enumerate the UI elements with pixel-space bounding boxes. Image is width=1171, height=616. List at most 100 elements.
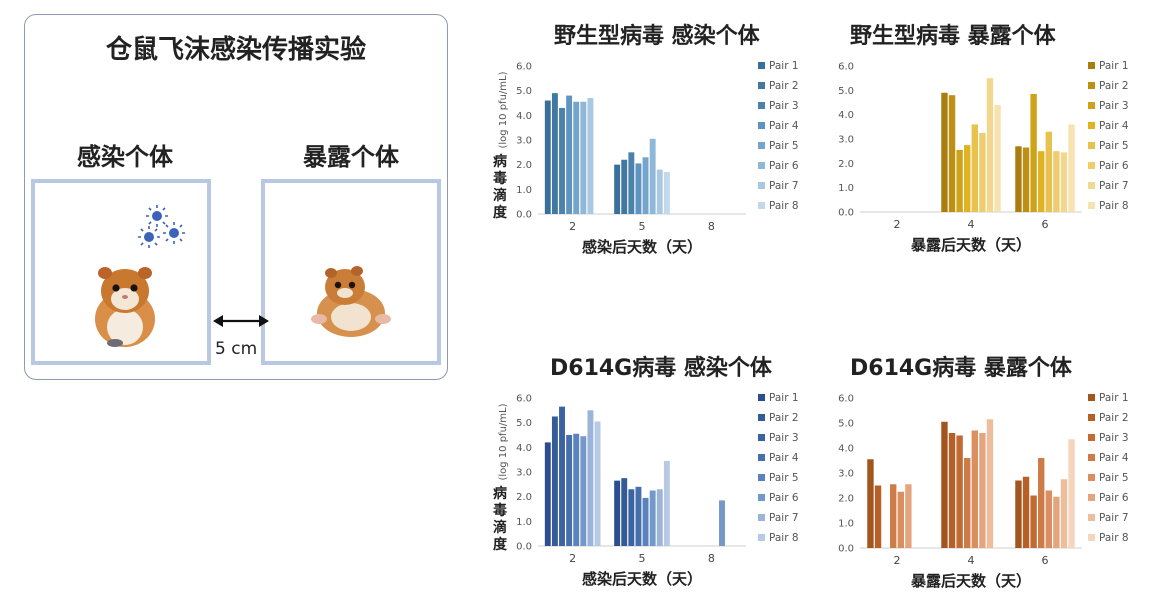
x-tick-label: 6 (1042, 218, 1049, 231)
legend-swatch (758, 514, 765, 521)
y-tick-label: 1.0 (516, 185, 532, 196)
bar-pair-6-day-2 (905, 484, 912, 548)
legend-label: Pair 5 (1099, 472, 1129, 484)
legend-swatch (1088, 394, 1095, 401)
y-tick-label: 3.0 (516, 136, 532, 147)
legend-label: Pair 4 (769, 452, 799, 464)
legend-swatch (1088, 62, 1095, 69)
bar-pair-6-day-8 (719, 500, 725, 546)
legend-label: Pair 7 (769, 180, 799, 192)
x-tick-label: 2 (569, 552, 576, 565)
y-axis-label-char: 度 (493, 204, 508, 221)
legend-label: Pair 8 (1099, 532, 1129, 544)
bar-pair-8-day-5 (663, 460, 670, 546)
bar-pair-1-day-4 (941, 421, 948, 548)
bar-pair-4-day-2 (566, 435, 573, 546)
bar-pair-6-day-6 (1053, 496, 1060, 548)
bar-pair-3-day-2 (559, 107, 565, 214)
diagram-title: 仓鼠飞沫感染传播实验 (105, 35, 366, 65)
x-tick-label: 2 (894, 554, 901, 567)
y-axis-label-char: 毒 (493, 170, 507, 187)
y-axis-unit-label: (log 10 pfu/mL) (498, 71, 509, 148)
bar-pair-6-day-5 (649, 490, 656, 546)
chart-wt-infected: 野生型病毒 感染个体 6.0 5.0 4.0 3.0 2.0 1.0 0.0 2 5 8 感染后天数… (488, 16, 818, 266)
legend-label: Pair 6 (1099, 492, 1129, 504)
legend-label: Pair 3 (1099, 432, 1129, 444)
bar-pair-2-day-2 (551, 93, 558, 214)
bar-pair-3-day-4 (956, 149, 963, 212)
y-tick-label: 2.0 (838, 494, 854, 505)
legend-swatch (758, 142, 765, 149)
y-tick-label: 0.0 (838, 544, 854, 555)
y-axis-label-char: 毒 (493, 502, 507, 519)
bar-pair-8-day-6 (1068, 124, 1075, 212)
bar-pair-4-day-2 (890, 484, 897, 548)
hamster-infected-icon (95, 267, 155, 347)
legend-swatch (758, 202, 765, 209)
bar-pair-4-day-4 (964, 145, 971, 212)
y-tick-label: 4.0 (516, 443, 532, 454)
bar-pair-4-day-6 (1038, 151, 1045, 212)
experiment-diagram: 仓鼠飞沫感染传播实验 感染个体 暴露个体 (24, 14, 448, 380)
legend-label: Pair 8 (1099, 200, 1129, 212)
x-tick-label: 5 (639, 220, 646, 233)
legend-label: Pair 5 (769, 472, 799, 484)
y-tick-label: 3.0 (838, 469, 854, 480)
legend-swatch (758, 62, 765, 69)
legend-label: Pair 7 (769, 512, 799, 524)
y-tick-label: 4.0 (838, 444, 854, 455)
bar-pair-7-day-6 (1060, 152, 1068, 212)
legend-label: Pair 1 (1099, 60, 1129, 72)
legend-label: Pair 7 (1099, 180, 1129, 192)
bar-pair-2-day-4 (948, 95, 956, 212)
legend-swatch (1088, 162, 1095, 169)
bar-pair-5-day-6 (1045, 490, 1052, 548)
bar-pair-1-day-6 (1015, 480, 1022, 548)
bar-pair-4-day-2 (566, 95, 573, 214)
y-tick-label: 0.0 (838, 208, 854, 219)
hamster-exposed-icon (311, 266, 391, 337)
legend-label: Pair 6 (1099, 160, 1129, 172)
y-tick-label: 1.0 (838, 519, 854, 530)
legend-swatch (1088, 454, 1095, 461)
exposed-cage (261, 179, 441, 365)
bar-pair-6-day-2 (580, 436, 587, 546)
chart-svg: 6.0 5.0 4.0 3.0 2.0 1.0 0.0 2 5 8 感染后天数（天） (log 10 … (493, 392, 799, 588)
bar-pair-7-day-4 (986, 419, 994, 548)
y-axis-label-char: 病 (493, 153, 507, 170)
y-tick-label: 5.0 (516, 418, 532, 429)
bar-pair-4-day-6 (1038, 458, 1045, 548)
legend-label: Pair 5 (1099, 140, 1129, 152)
y-tick-label: 5.0 (838, 419, 854, 430)
x-tick-label: 2 (569, 220, 576, 233)
y-tick-label: 5.0 (516, 86, 532, 97)
legend-label: Pair 6 (769, 492, 799, 504)
legend-label: Pair 1 (769, 60, 799, 72)
chart-wt-exposed: 野生型病毒 暴露个体 6.0 5.0 4.0 3.0 2.0 1.0 0.0 2 4 6 暴露后天数… (820, 16, 1165, 266)
y-axis-label-char: 度 (493, 536, 508, 553)
x-tick-label: 8 (708, 552, 715, 565)
legend-swatch (758, 474, 765, 481)
legend-label: Pair 8 (769, 532, 799, 544)
y-axis-label-char: 滴 (493, 519, 507, 536)
bar-pair-6-day-2 (580, 101, 587, 214)
y-tick-label: 3.0 (516, 468, 532, 479)
bar-pair-7-day-4 (986, 78, 994, 212)
legend-swatch (758, 414, 765, 421)
exposed-label: 暴露个体 (303, 143, 399, 171)
bar-pair-1-day-5 (614, 480, 621, 546)
y-tick-label: 2.0 (838, 159, 854, 170)
chart-svg: 6.0 5.0 4.0 3.0 2.0 1.0 0.0 2 4 6 暴露后天数（天） Pair 1 Pa… (838, 60, 1129, 254)
legend-swatch (758, 454, 765, 461)
chart-svg: 6.0 5.0 4.0 3.0 2.0 1.0 0.0 2 5 8 感染后天数（天） (log 10 … (493, 60, 799, 256)
legend-label: Pair 4 (769, 120, 799, 132)
bar-pair-1-day-4 (941, 92, 948, 212)
bar-pair-2-day-6 (1022, 147, 1030, 212)
bar-pair-1-day-2 (544, 442, 551, 546)
bar-pair-5-day-5 (642, 157, 649, 214)
bar-pair-7-day-5 (656, 169, 663, 214)
legend-label: Pair 5 (769, 140, 799, 152)
double-arrow-icon (213, 315, 269, 327)
legend-swatch (1088, 202, 1095, 209)
chart-d614g-infected: D614G病毒 感染个体 6.0 5.0 4.0 3.0 2.0 1.0 0.0 2 5 8 感染后… (488, 348, 818, 598)
